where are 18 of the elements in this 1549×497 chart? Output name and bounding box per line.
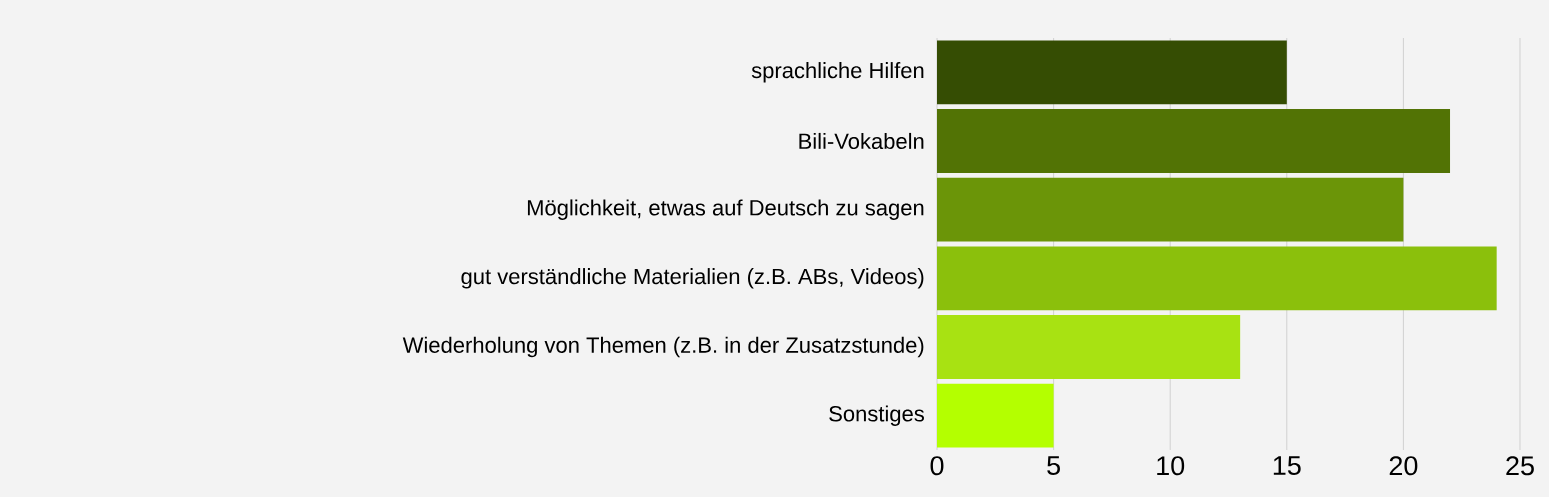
x-tick-label: 20 [1389,456,1418,476]
y-tick-label: Möglichkeit, etwas auf Deutsch zu sagen [527,199,924,220]
y-tick-label: Wiederholung von Themen (z.B. in der Zusatzstunde) [402,336,924,358]
y-tick-label: sprachliche Hilfen [751,62,924,83]
x-tick-label: 15 [1273,456,1301,476]
bar [937,383,1054,448]
bar [937,40,1287,105]
bar [937,109,1451,173]
x-tick-label: 5 [1047,456,1060,476]
y-tick-label: gut verständliche Materialien (z.B. ABs, Videos) [461,268,924,289]
bar [937,246,1497,311]
x-tick-label: 10 [1157,456,1185,476]
bar [937,315,1241,379]
x-tick-label: 25 [1506,456,1534,476]
x-tick-label: 0 [930,456,944,476]
y-tick-label: Bili-Vokabeln [799,132,924,150]
bar [937,177,1404,242]
y-tick-label: Sonstiges [829,405,924,426]
